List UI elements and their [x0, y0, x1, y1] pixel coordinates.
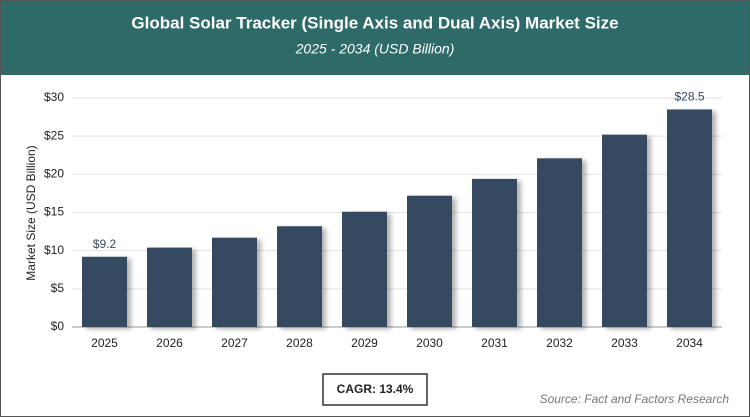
y-tick-label: $5: [51, 281, 65, 295]
bar: [667, 109, 712, 327]
bar: [342, 211, 387, 327]
y-tick-label: $0: [51, 319, 65, 333]
bar: [602, 134, 647, 327]
bar: [472, 178, 517, 327]
cagr-box: [322, 373, 428, 406]
bar: [537, 158, 582, 327]
x-tick-label: 2029: [351, 336, 378, 350]
y-tick-label: $25: [44, 128, 64, 142]
x-tick-label: 2030: [416, 336, 443, 350]
x-tick-label: 2033: [611, 336, 638, 350]
y-tick-label: $15: [44, 205, 64, 219]
y-axis-label: Market Size (USD Billion): [24, 145, 38, 280]
x-tick-label: 2034: [676, 336, 703, 350]
x-tick-label: 2027: [221, 336, 248, 350]
x-tick-label: 2031: [481, 336, 508, 350]
data-label: $9.2: [93, 237, 117, 251]
bar: [212, 237, 257, 327]
x-tick-label: 2025: [91, 336, 118, 350]
chart-title: Global Solar Tracker (Single Axis and Du…: [131, 13, 618, 32]
x-tick-label: 2032: [546, 336, 573, 350]
chart-subtitle: 2025 - 2034 (USD Billion): [295, 41, 455, 57]
data-label: $28.5: [674, 90, 704, 104]
y-tick-label: $20: [44, 167, 64, 181]
bar: [277, 226, 322, 327]
cagr-annotation: CAGR: 13.4%: [337, 382, 414, 396]
x-tick-label: 2026: [156, 336, 183, 350]
bar: [407, 195, 452, 327]
y-tick-label: $10: [44, 243, 64, 257]
header: [1, 1, 749, 75]
bar: [147, 247, 192, 327]
x-tick-label: 2028: [286, 336, 313, 350]
bar: [82, 256, 127, 327]
source: Source: Fact and Factors Research: [540, 392, 730, 406]
y-tick-label: $30: [44, 90, 64, 104]
